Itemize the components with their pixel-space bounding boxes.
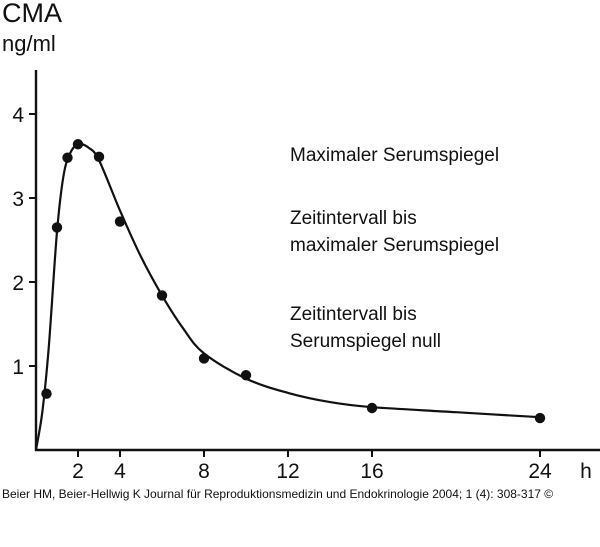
x-tick-label: 8 xyxy=(198,460,210,480)
citation-caption: Beier HM, Beier-Hellwig K Journal für Re… xyxy=(2,487,554,501)
annotation-line: Zeitintervall bis xyxy=(290,304,417,325)
y-axis-unit-label: ng/ml xyxy=(2,31,56,56)
x-tick-label: 2 xyxy=(72,460,84,480)
x-tick-label: 12 xyxy=(276,460,299,480)
y-tick-label: 3 xyxy=(12,188,24,211)
data-point xyxy=(114,216,126,227)
annotation-max-serum-level: Maximaler Serumspiegel xyxy=(290,142,499,169)
y-tick-label: 2 xyxy=(12,272,24,295)
data-point xyxy=(156,290,168,301)
x-axis-unit-label: h xyxy=(580,460,592,480)
data-point xyxy=(198,353,210,364)
data-point xyxy=(534,412,546,424)
data-point xyxy=(93,151,105,163)
data-point xyxy=(72,139,84,150)
x-tick-label: 4 xyxy=(114,460,126,480)
annotation-time-to-zero: Zeitintervall bis Serumspiegel null xyxy=(290,301,441,355)
y-tick-label: 1 xyxy=(12,356,24,379)
annotation-time-to-max: Zeitintervall bis maximaler Serumspiegel xyxy=(290,205,499,259)
axes xyxy=(34,70,600,452)
y-tick-label: 4 xyxy=(12,104,24,127)
data-points xyxy=(41,139,546,424)
chart-title: CMA xyxy=(2,0,62,28)
data-point xyxy=(41,388,52,399)
fitted-curve xyxy=(34,142,541,451)
data-point xyxy=(62,152,73,163)
x-tick-label: 24 xyxy=(528,460,552,480)
annotation-line: Zeitintervall bis xyxy=(290,208,417,229)
annotation-line: maximaler Serumspiegel xyxy=(290,235,500,256)
annotation-line: Maximaler Serumspiegel xyxy=(290,145,500,166)
x-tick-label: 16 xyxy=(360,460,383,480)
annotation-line: Serumspiegel null xyxy=(290,331,442,352)
data-point xyxy=(240,370,252,381)
data-point xyxy=(366,402,378,414)
data-point xyxy=(51,222,63,233)
